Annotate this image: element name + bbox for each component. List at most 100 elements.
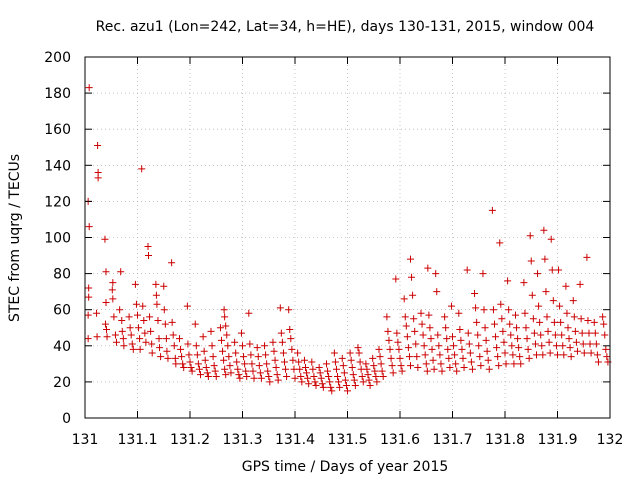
data-point xyxy=(249,367,257,375)
data-point xyxy=(145,252,153,260)
data-point xyxy=(253,344,261,352)
data-point xyxy=(221,313,229,321)
data-point xyxy=(417,309,425,317)
data-point xyxy=(291,374,299,382)
data-point xyxy=(432,270,440,278)
data-point xyxy=(387,354,395,362)
data-point xyxy=(409,291,417,299)
x-tick-label: 131.7 xyxy=(432,432,472,448)
data-point xyxy=(118,327,126,335)
data-point xyxy=(559,342,567,350)
data-point xyxy=(426,324,434,332)
data-point xyxy=(556,302,564,310)
data-point xyxy=(515,344,523,352)
data-point xyxy=(184,340,192,348)
data-point xyxy=(401,313,409,321)
y-tick-label: 140 xyxy=(44,158,71,174)
data-point xyxy=(590,318,598,326)
data-point xyxy=(479,270,487,278)
data-point xyxy=(102,268,110,276)
data-point xyxy=(429,356,437,364)
data-point xyxy=(185,351,193,359)
data-point xyxy=(300,356,308,364)
data-point xyxy=(520,279,528,287)
data-point xyxy=(212,372,220,380)
data-point xyxy=(256,369,264,377)
data-point xyxy=(362,360,370,368)
data-point xyxy=(148,340,156,348)
data-point xyxy=(247,351,255,359)
data-point xyxy=(178,353,186,361)
data-point xyxy=(278,338,286,346)
data-point xyxy=(502,360,510,368)
data-point xyxy=(265,372,273,380)
data-point xyxy=(558,331,566,339)
data-point xyxy=(335,378,343,386)
chart-title: Rec. azu1 (Lon=242, Lat=34, h=HE), days … xyxy=(96,19,595,35)
data-point xyxy=(550,318,558,326)
data-point xyxy=(326,378,334,386)
data-point xyxy=(250,374,258,382)
data-point xyxy=(451,351,459,359)
data-point xyxy=(529,315,537,323)
data-point xyxy=(310,372,318,380)
data-point xyxy=(186,358,194,366)
y-tick-label: 80 xyxy=(53,267,71,283)
data-point xyxy=(563,309,571,317)
data-point xyxy=(455,309,463,317)
data-point xyxy=(517,360,525,368)
data-point xyxy=(377,360,385,368)
axis-ticks xyxy=(84,56,611,419)
data-point xyxy=(423,367,431,375)
data-point xyxy=(289,356,297,364)
data-point xyxy=(456,326,464,334)
data-point xyxy=(525,354,533,362)
data-point xyxy=(142,338,150,346)
data-point xyxy=(482,336,490,344)
data-point xyxy=(155,335,163,343)
data-point xyxy=(171,354,179,362)
data-point xyxy=(169,331,177,339)
data-point xyxy=(193,351,201,359)
data-point xyxy=(593,351,601,359)
data-point xyxy=(85,293,93,301)
x-tick-label: 131.5 xyxy=(327,432,367,448)
data-point xyxy=(508,342,516,350)
data-point xyxy=(202,363,210,371)
data-point xyxy=(388,362,396,370)
data-point xyxy=(227,369,235,377)
data-point xyxy=(269,338,277,346)
data-point xyxy=(108,286,116,294)
data-point xyxy=(125,313,133,321)
data-point xyxy=(385,336,393,344)
data-point xyxy=(222,322,230,330)
data-point xyxy=(187,363,195,371)
y-tick-label: 20 xyxy=(53,375,71,391)
data-point xyxy=(580,349,588,357)
data-point xyxy=(442,324,450,332)
data-point xyxy=(441,313,449,321)
data-point xyxy=(330,349,338,357)
data-point xyxy=(160,282,168,290)
x-tick-label: 131.2 xyxy=(170,432,210,448)
data-point xyxy=(480,306,488,314)
data-point xyxy=(407,255,414,263)
data-point xyxy=(180,363,188,371)
data-point xyxy=(365,376,373,384)
data-point xyxy=(85,84,93,92)
data-point xyxy=(452,360,460,368)
data-point xyxy=(459,354,467,362)
data-point xyxy=(109,279,117,287)
data-point xyxy=(263,360,271,368)
y-tick-label: 160 xyxy=(44,122,71,138)
data-point xyxy=(491,320,498,328)
data-point xyxy=(203,369,211,377)
data-point xyxy=(113,338,120,346)
y-tick-label: 40 xyxy=(53,339,71,355)
data-point xyxy=(583,253,591,261)
x-tick-label: 131.9 xyxy=(537,432,577,448)
x-axis-tick-labels: 131 131.1 131.2 131.3 131.4 131.5 131.6 131.7 13… xyxy=(72,432,624,448)
data-point xyxy=(93,309,101,317)
data-point xyxy=(419,331,427,339)
data-point xyxy=(564,324,572,332)
